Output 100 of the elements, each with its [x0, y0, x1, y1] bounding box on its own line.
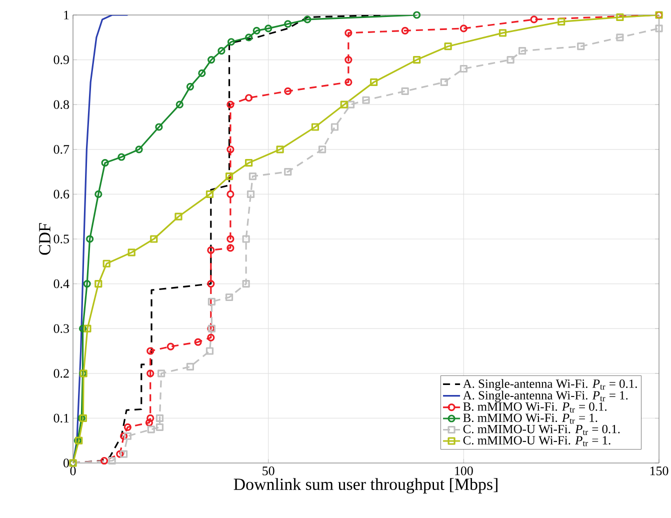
point: [120, 432, 128, 440]
point: [655, 24, 663, 32]
y-tick-label: 0.2: [54, 369, 69, 378]
point: [207, 246, 215, 254]
point: [156, 423, 164, 431]
point: [245, 34, 253, 42]
point: [135, 146, 143, 154]
x-tick-label: 150: [650, 466, 668, 476]
point: [174, 212, 182, 220]
point: [401, 87, 409, 95]
point: [226, 235, 234, 243]
point: [498, 29, 507, 37]
y-tick-label: 0.8: [54, 100, 69, 109]
point: [340, 100, 348, 108]
point: [116, 450, 124, 458]
point: [530, 16, 538, 24]
y-tick-label: 0.6: [54, 190, 70, 199]
point: [518, 47, 526, 55]
point: [102, 260, 110, 268]
point: [146, 414, 154, 422]
point: [206, 347, 214, 355]
point: [156, 414, 164, 422]
point: [304, 16, 312, 24]
point: [124, 423, 132, 431]
point: [155, 123, 163, 131]
point: [78, 324, 87, 332]
point: [577, 42, 585, 50]
point: [284, 87, 292, 95]
point: [318, 146, 326, 154]
y-axis-title: CDF: [39, 223, 50, 255]
point: [344, 78, 352, 86]
point: [124, 432, 132, 440]
point: [311, 123, 320, 131]
point: [120, 450, 128, 458]
point: [245, 159, 253, 167]
point: [146, 370, 154, 378]
point: [412, 56, 421, 64]
point: [276, 146, 284, 154]
legend-label: C. mMIMO-U Wi-Fi. P$_{tr}$ = 0.1.: [463, 424, 620, 436]
point: [86, 235, 94, 243]
point: [444, 42, 452, 50]
point: [616, 34, 624, 42]
point: [401, 26, 409, 34]
point: [248, 172, 257, 180]
point: [242, 280, 250, 288]
point: [440, 78, 448, 86]
point: [362, 96, 370, 104]
y-tick-label: 0.9: [54, 55, 69, 64]
legend-label: B. mMIMO Wi-Fi. P$_{tr}$ = 1.: [463, 414, 598, 424]
point: [166, 342, 174, 350]
point: [208, 298, 216, 306]
y-tick-label: 0.1: [54, 414, 69, 423]
point: [616, 13, 624, 22]
y-tick-label: 1: [64, 10, 69, 20]
point: [226, 100, 234, 108]
point: [370, 78, 378, 86]
point: [558, 18, 566, 26]
point: [506, 56, 514, 64]
x-tick-label: 100: [455, 466, 473, 476]
legend-label: A. Single-antenna Wi-Fi. P$_{tr}$ = 0.1.: [462, 379, 637, 390]
point: [186, 362, 194, 370]
point: [344, 29, 352, 37]
y-tick-label: 0.5: [54, 234, 69, 244]
point: [252, 26, 260, 34]
point: [225, 293, 234, 302]
point: [194, 338, 202, 346]
point: [83, 280, 91, 288]
point: [226, 146, 234, 154]
point: [460, 64, 468, 73]
legend-label: B. mMIMO Wi-Fi. P$_{tr}$ = 0.1.: [463, 402, 606, 413]
point: [145, 418, 153, 426]
point: [206, 190, 214, 198]
y-tick-label: 0.3: [54, 324, 69, 333]
point: [460, 24, 468, 32]
legend-label: A. Single-antenna Wi-Fi. P$_{tr}$ = 1.: [462, 390, 628, 402]
point: [101, 159, 109, 167]
point: [225, 172, 234, 180]
point: [94, 280, 102, 288]
point: [284, 168, 292, 176]
point: [198, 69, 206, 78]
point: [346, 100, 355, 108]
point: [186, 82, 194, 90]
point: [330, 123, 339, 131]
x-tick-label: 0: [70, 466, 76, 476]
point: [118, 153, 126, 161]
y-tick-label: 0.4: [54, 279, 70, 288]
point: [207, 56, 216, 64]
x-axis-title: Downlink sum user throughput [Mbps]: [234, 478, 498, 494]
point: [207, 334, 215, 342]
point: [128, 248, 136, 256]
point: [157, 370, 166, 378]
point: [150, 235, 158, 243]
point: [226, 190, 234, 198]
legend-label: C. mMIMO-U Wi-Fi. P$_{tr}$ = 1.: [463, 436, 610, 446]
point: [207, 280, 215, 288]
point: [176, 100, 184, 108]
point: [246, 190, 255, 198]
point: [146, 347, 154, 355]
point: [284, 20, 292, 28]
point: [226, 244, 234, 252]
